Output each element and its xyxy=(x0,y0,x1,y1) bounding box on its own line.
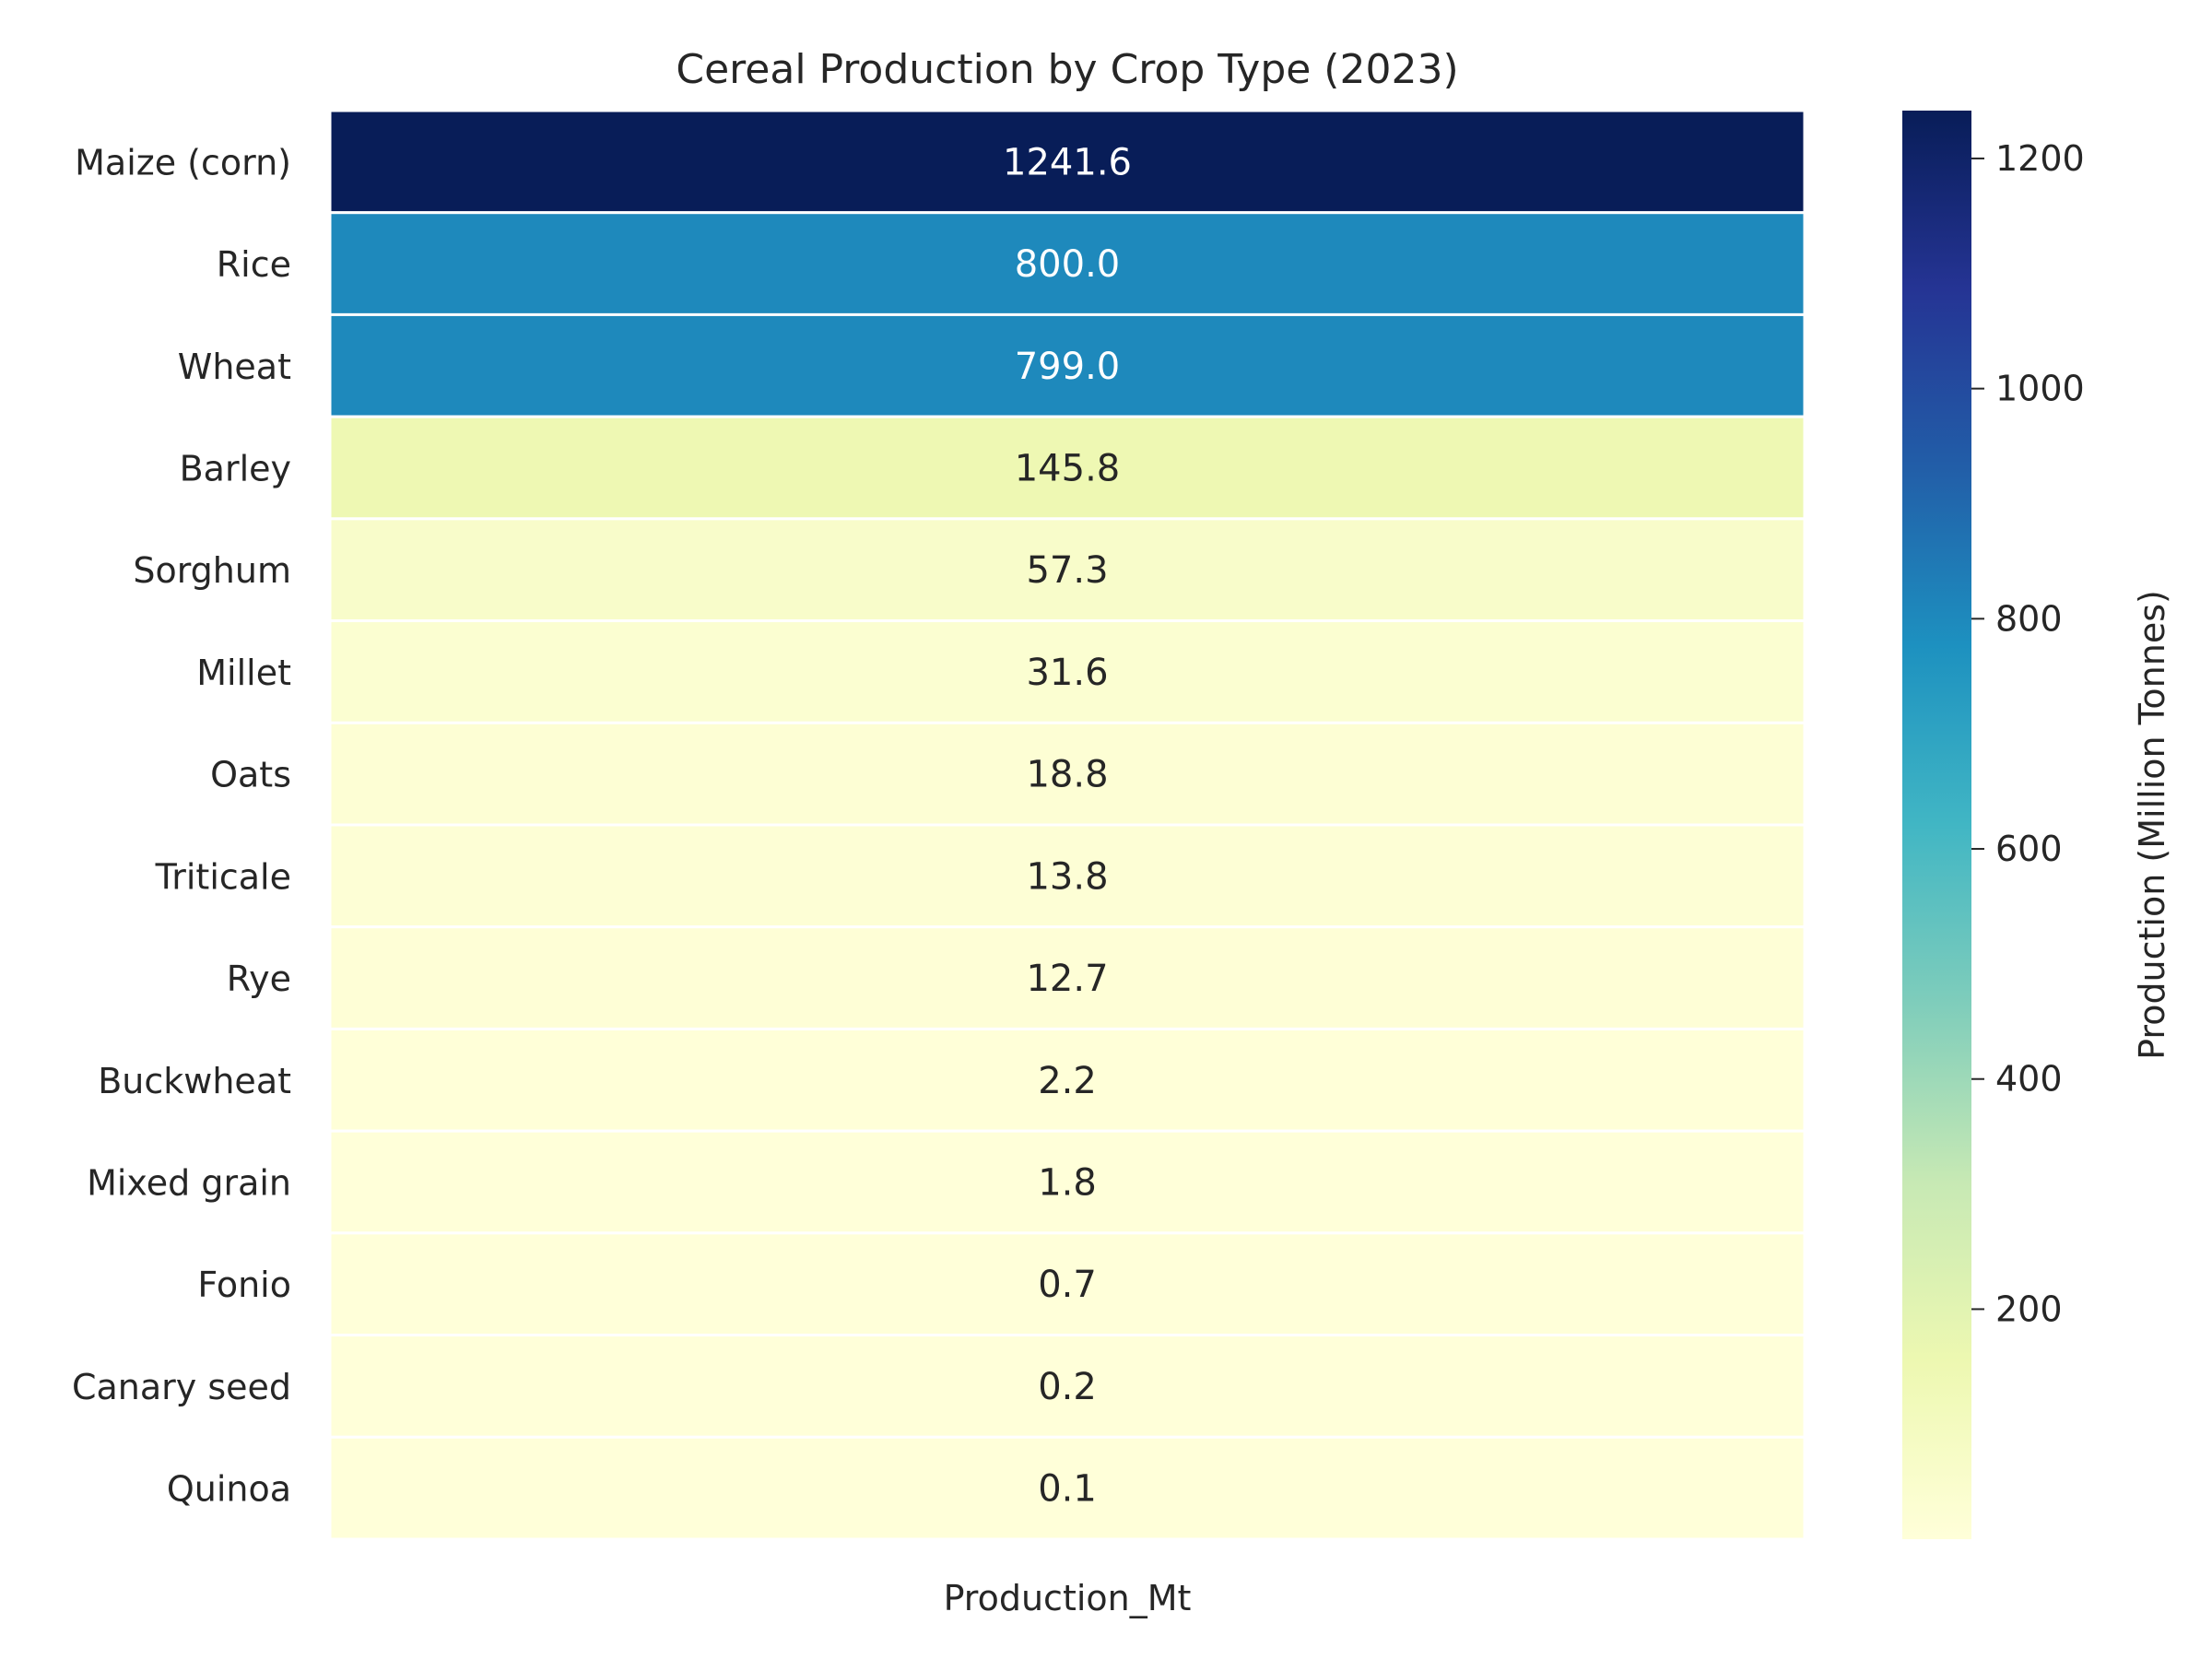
heatmap-cell xyxy=(328,1435,1806,1541)
column-label: Production_Mt xyxy=(944,1578,1192,1618)
cell-value-label: 0.2 xyxy=(1038,1366,1097,1408)
colorbar-tick-label: 200 xyxy=(1995,1288,2063,1329)
cell-value-label: 57.3 xyxy=(1026,549,1108,592)
cell-value-label: 31.6 xyxy=(1026,652,1108,694)
heatmap-cells xyxy=(328,109,1806,1541)
cell-value-label: 2.2 xyxy=(1038,1060,1097,1102)
colorbar-tick-label: 1200 xyxy=(1995,138,2085,179)
heatmap-cell xyxy=(328,211,1806,316)
heatmap-cell xyxy=(328,1231,1806,1337)
row-label: Barley xyxy=(180,449,291,489)
cell-value-label: 799.0 xyxy=(1015,346,1121,388)
heatmap-cell xyxy=(328,312,1806,418)
cell-value-label: 800.0 xyxy=(1015,243,1121,286)
row-label: Sorghum xyxy=(133,550,291,591)
row-label: Triticale xyxy=(155,856,291,897)
cell-value-label: 0.7 xyxy=(1038,1264,1097,1306)
row-label: Mixed grain xyxy=(87,1163,291,1204)
colorbar-label: Production (Million Tonnes) xyxy=(2132,590,2172,1060)
colorbar-ticks: 200 400 600 800 1000 1200 xyxy=(1971,138,2085,1329)
chart-title: Cereal Production by Crop Type (2023) xyxy=(676,46,1458,93)
colorbar-tick-label: 400 xyxy=(1995,1059,2063,1100)
cell-value-label: 1241.6 xyxy=(1003,141,1132,183)
row-label: Maize (corn) xyxy=(75,142,291,182)
row-label: Wheat xyxy=(178,347,291,387)
heatmap-cell xyxy=(328,415,1806,521)
heatmap-cell-labels: 1241.6 800.0 799.0 145.8 57.3 31.6 18.8 13.8 12.… xyxy=(1003,141,1132,1510)
heatmap-cell xyxy=(328,1129,1806,1235)
heatmap-cell xyxy=(328,619,1806,724)
colorbar-tick-label: 800 xyxy=(1995,598,2063,639)
colorbar: 200 400 600 800 1000 1200 Production (Million… xyxy=(1902,111,2172,1539)
row-labels: Maize (corn) Rice Wheat Barley Sorghum Millet… xyxy=(72,142,291,1509)
cell-value-label: 0.1 xyxy=(1038,1468,1097,1511)
heatmap-cell xyxy=(328,1027,1806,1133)
cell-value-label: 13.8 xyxy=(1026,855,1108,898)
row-label: Fonio xyxy=(197,1265,291,1305)
cell-value-label: 145.8 xyxy=(1015,448,1121,490)
colorbar-tick-label: 1000 xyxy=(1995,369,2085,409)
row-label: Rye xyxy=(227,959,291,999)
heatmap-cell xyxy=(328,109,1806,215)
row-label: Millet xyxy=(196,653,291,693)
row-label: Oats xyxy=(210,755,291,795)
heatmap-cell xyxy=(328,823,1806,929)
row-label: Rice xyxy=(217,244,291,285)
row-label: Quinoa xyxy=(167,1469,291,1510)
colorbar-tick-label: 600 xyxy=(1995,829,2063,869)
row-label: Buckwheat xyxy=(98,1061,291,1101)
colorbar-gradient xyxy=(1902,111,1971,1539)
cell-value-label: 1.8 xyxy=(1038,1162,1097,1205)
cell-value-label: 18.8 xyxy=(1026,754,1108,796)
row-label: Canary seed xyxy=(72,1367,291,1407)
cell-value-label: 12.7 xyxy=(1026,958,1108,1000)
